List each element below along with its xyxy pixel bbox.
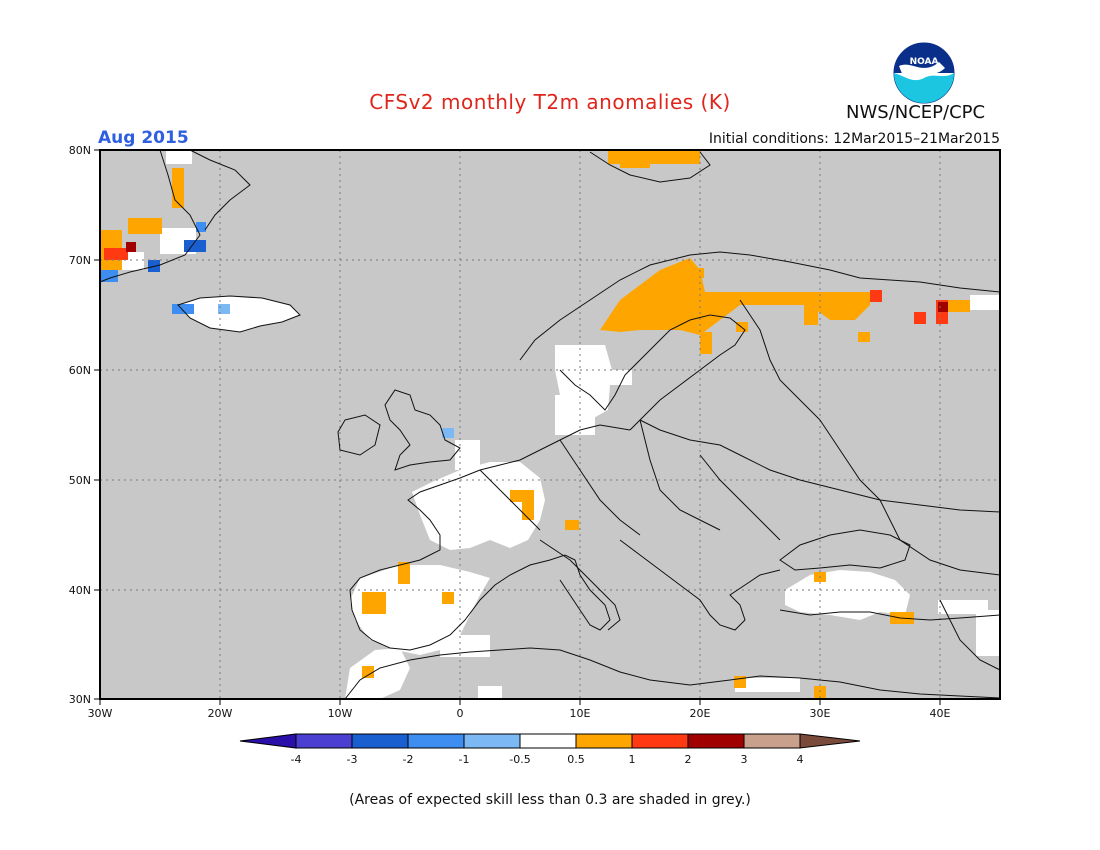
lon-label: 10W <box>328 707 353 720</box>
colorbar-label: 2 <box>685 753 692 766</box>
forecast-month: Aug 2015 <box>98 128 189 148</box>
lon-label: 20E <box>690 707 711 720</box>
map-title-text: CFSv2 monthly T2m anomalies (K) <box>369 90 731 114</box>
colorbar-segment <box>631 733 689 749</box>
colorbar-segment <box>407 733 465 749</box>
map-frame <box>99 149 1001 700</box>
lat-label: 50N <box>69 474 91 487</box>
warm-anomaly-regions <box>100 150 970 699</box>
lon-label: 30E <box>810 707 831 720</box>
colorbar-label: -0.5 <box>509 753 530 766</box>
lat-tick-labels: 30N 40N 50N 60N 70N 80N <box>69 144 91 706</box>
map-title: CFSv2 monthly T2m anomalies (K) <box>0 90 1100 114</box>
colorbar-label: -1 <box>459 753 470 766</box>
colorbar-label: -4 <box>291 753 302 766</box>
colorbar-label: -2 <box>403 753 414 766</box>
lon-label: 10E <box>570 707 591 720</box>
colorbar-labels: -4 -3 -2 -1 -0.5 0.5 1 2 3 4 <box>291 753 804 766</box>
colorbar-segment <box>519 733 577 749</box>
colorbar-max-arrow <box>799 733 861 749</box>
lat-label: 80N <box>69 144 91 157</box>
skill-footnote: (Areas of expected skill less than 0.3 a… <box>349 792 751 808</box>
colorbar-label: 1 <box>629 753 636 766</box>
lat-label: 60N <box>69 364 91 377</box>
lon-tick-labels: 30W 20W 10W 0 10E 20E 30E 40E <box>88 707 951 720</box>
graticule <box>100 150 1000 699</box>
colorbar-segment <box>463 733 521 749</box>
agency-label: NWS/NCEP/CPC <box>846 102 986 123</box>
colorbar-label: 3 <box>741 753 748 766</box>
colorbar-segment <box>295 733 353 749</box>
lat-label: 70N <box>69 254 91 267</box>
lon-label: 20W <box>208 707 233 720</box>
hot-anomaly-regions <box>104 242 948 324</box>
colorbar <box>239 733 861 749</box>
lon-label: 40E <box>930 707 951 720</box>
cold-anomaly-regions <box>100 222 454 438</box>
initial-conditions: Initial conditions: 12Mar2015–21Mar2015 <box>708 131 1000 147</box>
colorbar-min-arrow <box>239 733 297 749</box>
tick-marks <box>94 149 941 705</box>
lat-label: 40N <box>69 584 91 597</box>
lat-label: 30N <box>69 693 91 706</box>
colorbar-label: -3 <box>347 753 358 766</box>
noaa-logo-text: NOAA <box>910 57 939 67</box>
colorbar-label: 4 <box>797 753 804 766</box>
coastlines <box>99 149 1001 700</box>
colorbar-label: 0.5 <box>567 753 585 766</box>
lon-label: 0 <box>457 707 464 720</box>
colorbar-segment <box>743 733 801 749</box>
lon-label: 30W <box>88 707 113 720</box>
noaa-logo-icon: NOAA <box>893 42 955 104</box>
colorbar-segment <box>575 733 633 749</box>
colorbar-segment <box>351 733 409 749</box>
colorbar-segment <box>687 733 745 749</box>
